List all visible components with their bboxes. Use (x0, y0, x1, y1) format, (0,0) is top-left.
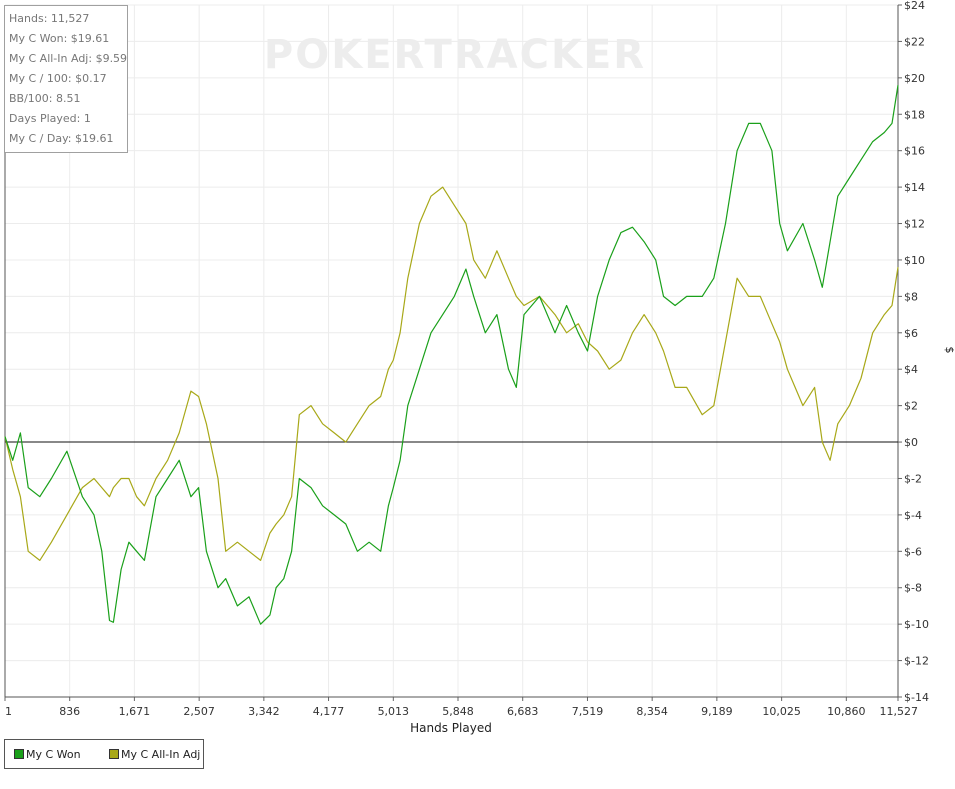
y-tick-label: $-10 (904, 618, 929, 631)
y-tick-label: $-12 (904, 655, 929, 668)
y-tick-label: $8 (904, 290, 918, 303)
x-tick-label: 1 (5, 705, 12, 718)
x-axis-label: Hands Played (410, 721, 492, 735)
x-tick-label: 5,013 (378, 705, 410, 718)
x-tick-label: 11,527 (880, 705, 919, 718)
x-tick-label: 3,342 (248, 705, 280, 718)
y-tick-label: $4 (904, 363, 918, 376)
x-tick-label: 1,671 (119, 705, 151, 718)
x-tick-label: 5,848 (442, 705, 474, 718)
y-tick-label: $12 (904, 218, 925, 231)
y-tick-label: $18 (904, 108, 925, 121)
x-tick-label: 9,189 (701, 705, 733, 718)
x-tick-label: 836 (59, 705, 80, 718)
series-line-my-c-won (4, 85, 899, 625)
grid (4, 4, 899, 698)
y-tick-label: $6 (904, 327, 918, 340)
y-tick-label: $16 (904, 145, 925, 158)
x-tick-label: 10,025 (762, 705, 801, 718)
stat-per-100: My C / 100: $0.17 (9, 72, 107, 85)
axes: $24 $22 $20 $18 $16 $14 $12 $10 $8 $6 $4 $2 $0 $-2 $-4… (4, 0, 929, 718)
y-tick-label: $-8 (904, 582, 922, 595)
legend-label-allin-adj: My C All-In Adj (121, 748, 201, 761)
x-tick-label: 10,860 (827, 705, 866, 718)
y-tick-label: $-14 (904, 691, 929, 704)
x-tick-label: 6,683 (507, 705, 539, 718)
series-layer (4, 85, 899, 625)
y-axis-label: $ (943, 347, 955, 354)
legend-swatch-won (14, 749, 24, 759)
legend-label-won: My C Won (26, 748, 81, 761)
stat-won: My C Won: $19.61 (9, 32, 110, 45)
y-tick-label: $-4 (904, 509, 922, 522)
x-tick-label: 2,507 (183, 705, 215, 718)
y-tick-label: $0 (904, 436, 918, 449)
series-line-my-c-all-in-adj (4, 186, 899, 562)
stat-allin-adj: My C All-In Adj: $9.59 (9, 52, 128, 65)
watermark: POKERTRACKER (264, 32, 646, 78)
y-tick-label: $-2 (904, 472, 922, 485)
x-tick-label: 7,519 (572, 705, 604, 718)
y-tick-label: $24 (904, 0, 925, 12)
x-tick-label: 8,354 (636, 705, 668, 718)
legend: My C Won My C All-In Adj (4, 739, 204, 769)
y-tick-label: $22 (904, 35, 925, 48)
y-tick-label: $2 (904, 400, 918, 413)
legend-swatch-allin-adj (109, 749, 119, 759)
stat-days-played: Days Played: 1 (9, 112, 91, 125)
x-tick-label: 4,177 (313, 705, 345, 718)
y-tick-label: $10 (904, 254, 925, 267)
stat-hands: Hands: 11,527 (9, 12, 90, 25)
stat-per-day: My C / Day: $19.61 (9, 132, 114, 145)
stats-box: Hands: 11,527 My C Won: $19.61 My C All-… (4, 5, 128, 153)
y-tick-label: $14 (904, 181, 925, 194)
y-tick-label: $-6 (904, 545, 922, 558)
stat-bb-100: BB/100: 8.51 (9, 92, 81, 105)
y-tick-label: $20 (904, 72, 925, 85)
